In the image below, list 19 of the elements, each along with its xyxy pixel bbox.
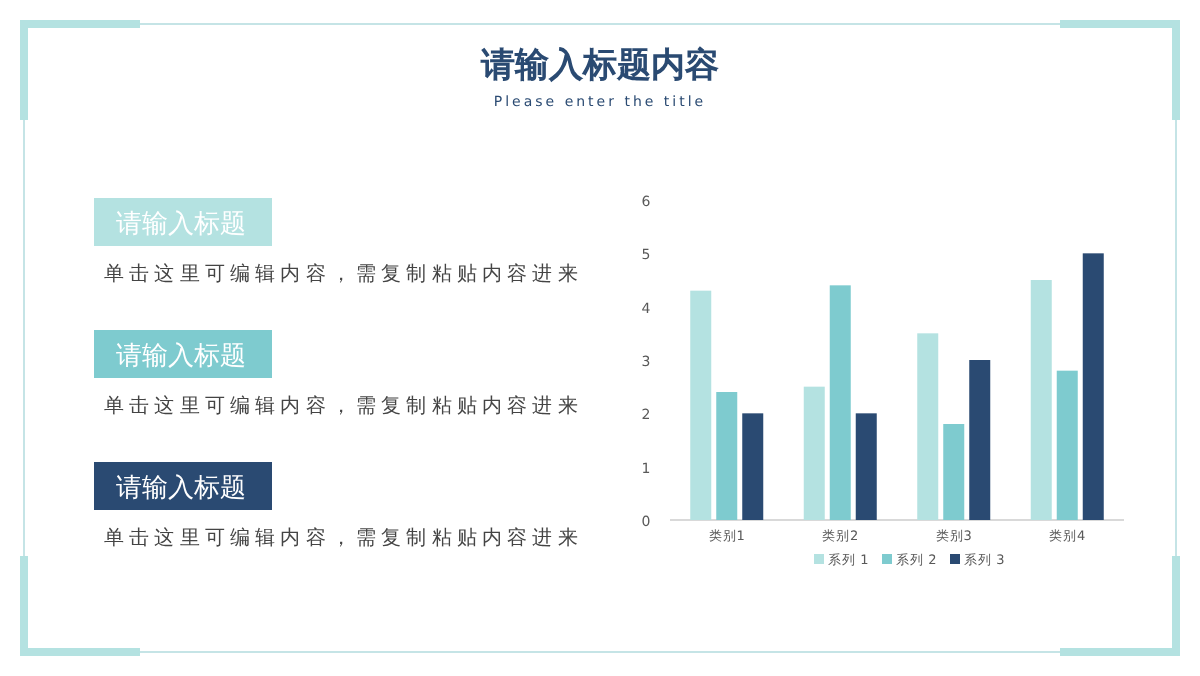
bar: [1082, 253, 1104, 520]
text: 请输入标题: [116, 210, 246, 240]
bar: [917, 333, 939, 520]
text: 单击这里可编辑内容，需复制粘贴内容进来: [104, 526, 583, 550]
bar: [803, 386, 825, 520]
bar: [943, 424, 965, 520]
bar: [855, 413, 877, 520]
text: 单击这里可编辑内容，需复制粘贴内容进来: [104, 262, 583, 286]
bar: [716, 392, 738, 520]
bar: [690, 290, 712, 520]
text: 请输入标题: [116, 342, 246, 372]
text: 单击这里可编辑内容，需复制粘贴内容进来: [104, 394, 583, 418]
bar: [742, 413, 764, 520]
bar: [829, 285, 851, 520]
bar: [969, 360, 991, 520]
text: 请输入标题: [116, 474, 246, 504]
bar: [1056, 370, 1078, 520]
bar: [1030, 280, 1052, 520]
chart-title: 请输入标题内容: [479, 46, 719, 86]
